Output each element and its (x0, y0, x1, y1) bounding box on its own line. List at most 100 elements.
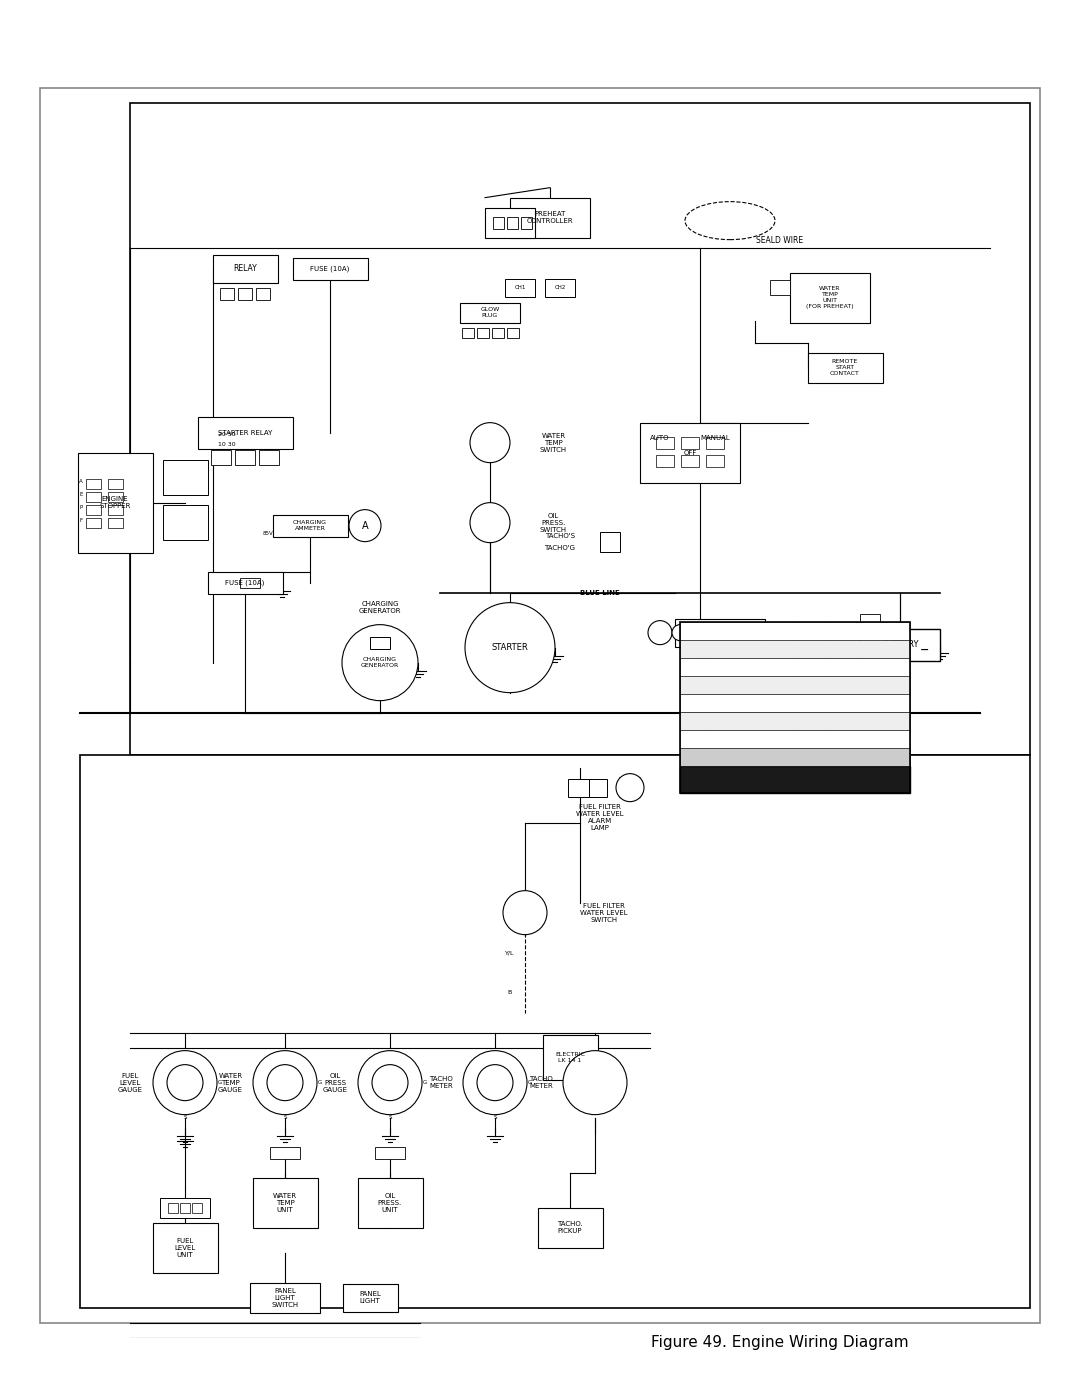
Text: ENGINE
STOPPER: ENGINE STOPPER (99, 496, 131, 509)
Text: F: F (80, 518, 82, 522)
Circle shape (465, 602, 555, 693)
Bar (507, 217, 517, 229)
Bar (538, 1207, 603, 1248)
Text: TACHO'S: TACHO'S (545, 532, 575, 539)
Circle shape (672, 624, 688, 641)
Text: G: G (423, 1080, 427, 1085)
Circle shape (616, 774, 644, 802)
Circle shape (342, 624, 418, 701)
Text: SEALD WIRE: SEALD WIRE (756, 236, 804, 244)
Bar (656, 454, 674, 467)
Bar (85, 492, 100, 502)
Bar (521, 217, 531, 229)
Bar (600, 532, 620, 552)
Text: LIGHT GREEN: LIGHT GREEN (838, 662, 890, 671)
Circle shape (470, 423, 510, 462)
Text: B: B (508, 990, 512, 995)
Text: ELECTRIC
LK 14 1: ELECTRIC LK 14 1 (555, 1052, 585, 1063)
Text: I: I (389, 1045, 391, 1051)
Bar (259, 450, 279, 465)
Bar (198, 416, 293, 448)
Text: P: P (692, 626, 698, 636)
Bar (505, 278, 535, 296)
Text: BATTERY: BATTERY (881, 640, 918, 650)
Bar (567, 778, 593, 796)
Bar (706, 437, 724, 448)
Bar (270, 1147, 300, 1158)
Text: FUEL FILTER
WATER LEVEL
ALARM
LAMP: FUEL FILTER WATER LEVEL ALARM LAMP (577, 805, 624, 831)
Bar (192, 1203, 202, 1213)
Bar (477, 328, 489, 338)
Circle shape (267, 1065, 303, 1101)
Text: OIL
PRESS.
SWITCH: OIL PRESS. SWITCH (540, 513, 567, 532)
Text: MANUAL: MANUAL (700, 434, 730, 440)
Text: BLUE: BLUE (740, 717, 758, 725)
Text: PANEL
LIGHT: PANEL LIGHT (359, 1291, 381, 1305)
Bar (235, 450, 255, 465)
Bar (272, 514, 348, 536)
Circle shape (463, 1051, 527, 1115)
Bar (860, 613, 880, 626)
Bar (85, 479, 100, 489)
Text: FUEL
LEVEL
UNIT: FUEL LEVEL UNIT (174, 1238, 195, 1257)
Text: −: − (920, 644, 930, 655)
Text: AUTO: AUTO (650, 434, 670, 440)
Text: VIOLET: VIOLET (735, 644, 762, 654)
Bar (545, 278, 575, 296)
Ellipse shape (685, 201, 775, 240)
Bar (342, 1284, 397, 1312)
Circle shape (372, 1065, 408, 1101)
Bar (240, 577, 260, 588)
Bar (681, 437, 699, 448)
Circle shape (648, 620, 672, 644)
Text: REMOTE
START
CONTACT: REMOTE START CONTACT (831, 359, 860, 376)
Bar (108, 479, 122, 489)
Text: PINK: PINK (740, 626, 758, 636)
Text: W: W (806, 717, 813, 725)
Bar (375, 1147, 405, 1158)
Text: SAFETY RELAY: SAFETY RELAY (696, 630, 745, 636)
Text: O: O (807, 644, 813, 654)
Text: FUSE (10A): FUSE (10A) (310, 265, 350, 272)
Text: 10 30: 10 30 (218, 441, 235, 447)
Text: Figure 49. Engine Wiring Diagram: Figure 49. Engine Wiring Diagram (651, 1336, 908, 1350)
Text: TACHO'G: TACHO'G (544, 545, 576, 550)
Text: PAGE 48 — DCA-36SPX—  OPERATION AND PARTS  MANUAL — REV. #1  (04/14/10): PAGE 48 — DCA-36SPX— OPERATION AND PARTS… (96, 1358, 984, 1377)
Bar (681, 454, 699, 467)
Text: CH1: CH1 (514, 285, 526, 291)
Bar (680, 640, 910, 658)
Text: CHARGING
AMMETER: CHARGING AMMETER (293, 520, 327, 531)
Bar (485, 208, 535, 237)
Text: S: S (184, 1115, 187, 1120)
Bar (770, 281, 789, 295)
Text: WIRE COLOR: WIRE COLOR (711, 752, 765, 761)
Bar (108, 504, 122, 514)
Bar (690, 627, 710, 638)
Text: ORANGE: ORANGE (848, 644, 880, 654)
Bar (256, 288, 270, 299)
Circle shape (357, 1051, 422, 1115)
Circle shape (470, 503, 510, 542)
Text: Y: Y (808, 698, 812, 707)
Text: GR: GR (689, 662, 701, 671)
Bar (860, 629, 940, 661)
Bar (675, 619, 765, 647)
Text: V: V (692, 644, 698, 654)
Bar (510, 197, 590, 237)
Text: GRAY: GRAY (739, 662, 759, 671)
Text: A: A (79, 479, 83, 485)
Text: E: E (79, 492, 83, 497)
Bar (249, 1282, 320, 1313)
Bar (108, 492, 122, 502)
Bar (589, 778, 607, 796)
Text: 20 50: 20 50 (218, 432, 235, 437)
Bar (680, 747, 910, 766)
Bar (680, 622, 910, 640)
Circle shape (167, 1065, 203, 1101)
Text: DCA-36SPX — ENGINE WIRING DIAGRAM: DCA-36SPX — ENGINE WIRING DIAGRAM (131, 20, 949, 53)
Text: S: S (283, 1115, 287, 1120)
Text: G: G (528, 1080, 532, 1085)
Text: L: L (693, 717, 697, 725)
Text: FUEL
LEVEL
GAUGE: FUEL LEVEL GAUGE (118, 1073, 143, 1092)
Bar (85, 504, 100, 514)
